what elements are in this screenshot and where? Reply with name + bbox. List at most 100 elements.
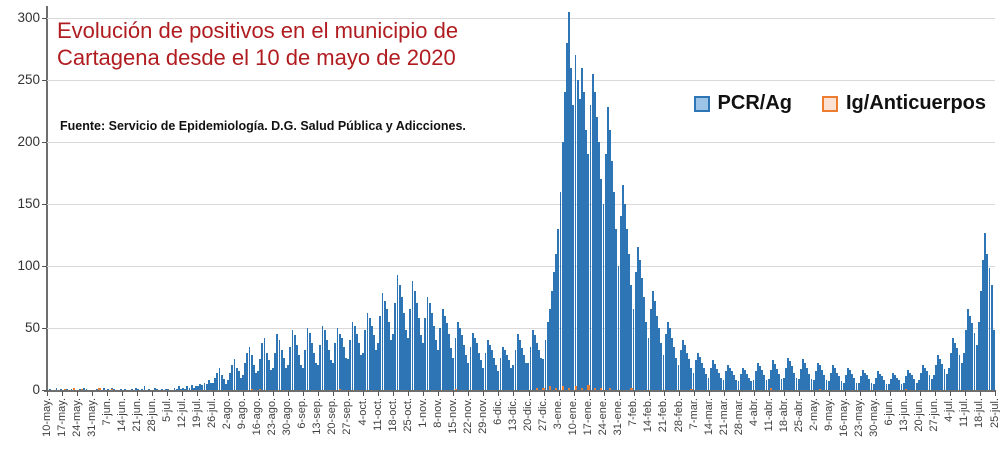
pcr-ag-bar bbox=[282, 357, 285, 390]
x-axis-label: 13-dic. bbox=[506, 398, 519, 432]
pcr-ag-bar bbox=[403, 313, 405, 390]
x-axis-label: 21-mar. bbox=[717, 398, 730, 436]
x-axis-tick bbox=[287, 391, 289, 396]
y-axis-label: 50 bbox=[24, 320, 40, 335]
pcr-ag-bar bbox=[949, 352, 952, 390]
pcr-ag-bar bbox=[647, 337, 650, 390]
x-axis-tick bbox=[949, 391, 951, 396]
pcr-ag-bar bbox=[306, 328, 309, 390]
x-axis-tick bbox=[784, 391, 786, 396]
x-axis-label: 7-jun. bbox=[100, 398, 113, 426]
ig-anticuerpos-bar bbox=[98, 387, 101, 390]
pcr-ag-bar bbox=[212, 382, 214, 390]
pcr-ag-bar bbox=[250, 355, 253, 390]
pcr-ag-bar bbox=[499, 357, 502, 390]
x-axis-label: 20-sep. bbox=[326, 398, 339, 435]
pcr-ag-bar bbox=[413, 290, 416, 390]
pcr-ag-bar bbox=[581, 67, 583, 390]
pcr-ag-bar bbox=[488, 345, 491, 390]
pcr-ag-bar bbox=[827, 381, 830, 390]
pcr-ag-bar bbox=[527, 362, 530, 390]
pcr-ag-bar bbox=[630, 284, 633, 390]
x-axis-label: 10-may. bbox=[40, 398, 53, 437]
gridline bbox=[47, 328, 995, 329]
x-axis-label: 14-mar. bbox=[702, 398, 715, 436]
y-axis-tick bbox=[42, 390, 47, 391]
pcr-ag-bar bbox=[979, 290, 982, 390]
pcr-ag-bar bbox=[471, 332, 474, 390]
pcr-ag-bar bbox=[904, 376, 907, 390]
pcr-ag-bar bbox=[735, 380, 738, 390]
pcr-ag-bar bbox=[628, 253, 631, 390]
pcr-ag-bar bbox=[881, 376, 884, 390]
pcr-ag-bar bbox=[297, 355, 300, 390]
gridline bbox=[47, 204, 995, 205]
pcr-ag-bar bbox=[357, 342, 360, 390]
x-axis-tick bbox=[62, 391, 64, 396]
ig-anticuerpos-bar bbox=[561, 386, 564, 390]
pcr-ag-bar bbox=[814, 371, 817, 390]
pcr-ag-bar bbox=[370, 325, 373, 390]
pcr-ag-bar bbox=[849, 370, 851, 390]
y-axis-label: 0 bbox=[32, 382, 40, 397]
pcr-ag-bar bbox=[838, 376, 841, 390]
pcr-ag-bar bbox=[726, 365, 729, 390]
ig-anticuerpos-bar bbox=[111, 388, 114, 390]
pcr-ag-bar bbox=[778, 373, 781, 390]
pcr-ag-bar bbox=[482, 367, 485, 390]
pcr-ag-bar bbox=[143, 386, 146, 390]
pcr-ag-bar bbox=[913, 378, 916, 390]
x-axis-tick bbox=[889, 391, 891, 396]
pcr-ag-bar bbox=[463, 345, 465, 390]
ig-anticuerpos-bar bbox=[548, 386, 552, 390]
x-axis-tick bbox=[543, 391, 545, 396]
pcr-ag-bar bbox=[220, 375, 223, 390]
pcr-ag-bar bbox=[664, 334, 667, 390]
pcr-ag-bar bbox=[977, 321, 980, 390]
x-axis-label: 20-jun. bbox=[913, 398, 926, 432]
pcr-ag-bar bbox=[124, 388, 127, 390]
pcr-ag-bar bbox=[59, 388, 62, 390]
pcr-ag-bar bbox=[866, 375, 869, 390]
pcr-ag-bar bbox=[285, 367, 287, 390]
x-axis-label: 16-ago. bbox=[251, 398, 264, 436]
pcr-ag-bar bbox=[216, 372, 219, 390]
pcr-ag-bar bbox=[452, 357, 455, 390]
x-axis-tick bbox=[302, 391, 304, 396]
ig-anticuerpos-bar bbox=[338, 388, 341, 390]
pcr-ag-bar bbox=[182, 387, 184, 390]
pcr-ag-bar bbox=[896, 377, 899, 390]
pcr-ag-bar bbox=[265, 352, 268, 390]
pcr-ag-bar bbox=[932, 375, 935, 390]
pcr-ag-bar bbox=[360, 355, 362, 390]
pcr-ag-bar bbox=[789, 361, 791, 390]
x-axis-tick bbox=[754, 391, 756, 396]
pcr-ag-bar bbox=[255, 372, 257, 390]
pcr-ag-bar bbox=[962, 352, 965, 390]
x-axis-tick bbox=[829, 391, 831, 396]
pcr-ag-bar bbox=[786, 357, 789, 390]
ig-anticuerpos-bar bbox=[587, 385, 590, 390]
pcr-ag-bar bbox=[465, 355, 468, 390]
x-axis-tick bbox=[317, 391, 319, 396]
x-axis-label: 19-jul. bbox=[190, 398, 203, 428]
pcr-ag-bar bbox=[544, 340, 547, 390]
x-axis-label: 18-oct. bbox=[386, 398, 399, 432]
x-axis-tick bbox=[513, 391, 515, 396]
pcr-ag-bar bbox=[435, 340, 438, 390]
gridline bbox=[47, 18, 995, 19]
x-axis-label: 4-abr. bbox=[747, 398, 760, 427]
x-axis-label: 18-abr. bbox=[777, 398, 790, 433]
y-axis-tick bbox=[42, 80, 47, 81]
pcr-ag-bar bbox=[338, 334, 341, 390]
pcr-ag-bar bbox=[911, 375, 914, 390]
x-axis-label: 23-ago. bbox=[266, 398, 279, 436]
pcr-ag-bar bbox=[66, 388, 69, 390]
x-axis-label: 6-jun. bbox=[883, 398, 896, 426]
pcr-ag-bar bbox=[806, 367, 809, 390]
pcr-ag-bar bbox=[722, 380, 725, 390]
pcr-ag-bar bbox=[701, 362, 704, 390]
pcr-ag-bar bbox=[857, 382, 860, 390]
pcr-ag-bar bbox=[291, 330, 294, 390]
pcr-ag-bar bbox=[613, 191, 616, 390]
